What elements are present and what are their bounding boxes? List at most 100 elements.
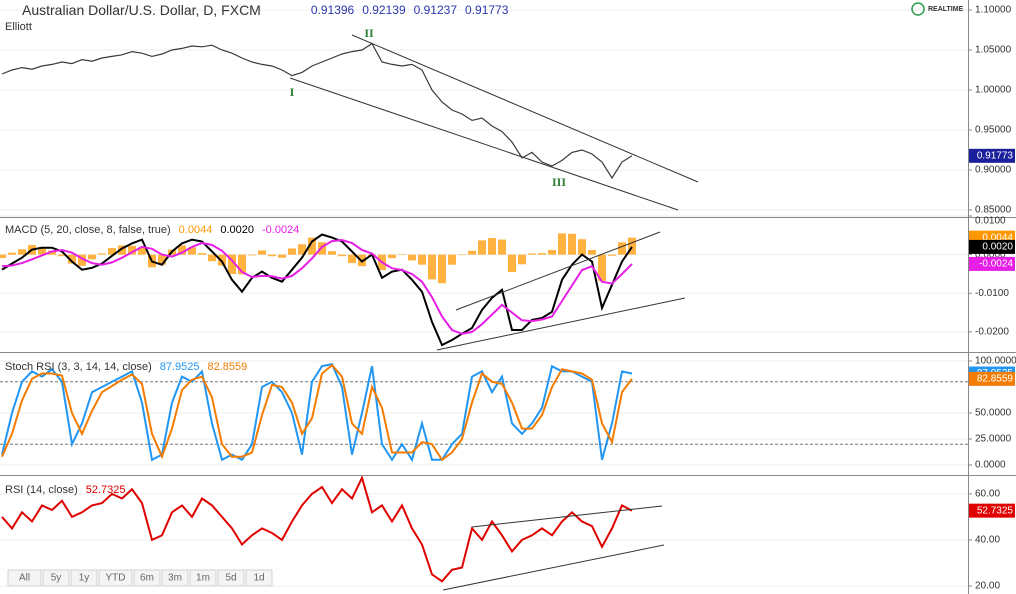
range-button[interactable]: YTD: [98, 569, 133, 587]
wave-label: I: [290, 85, 295, 99]
histogram-bar: [348, 254, 356, 264]
indicator-value: 87.9525: [160, 361, 200, 373]
histogram-bar: [128, 245, 136, 255]
histogram-bar: [408, 254, 416, 261]
range-button[interactable]: 6m: [133, 569, 161, 587]
marks: [0, 42, 636, 583]
histogram-bar: [448, 254, 456, 265]
indicator-value: 0.0020: [220, 224, 254, 236]
y-tick-label: 0.0000: [975, 249, 1006, 260]
trendline: [351, 34, 699, 183]
range-button-label[interactable]: 6m: [140, 573, 154, 584]
wave-label: II: [364, 26, 374, 40]
last-value-box: [969, 256, 1015, 271]
histogram-bar: [488, 238, 496, 255]
range-button-label[interactable]: 1y: [79, 573, 90, 584]
series-line: [1, 42, 633, 180]
histogram-bar: [38, 246, 46, 255]
last-value-label: 0.0020: [982, 242, 1013, 253]
histogram-bar: [248, 254, 256, 256]
histogram-bar: [418, 254, 426, 265]
histogram-bar: [528, 253, 536, 255]
histogram-bar: [538, 253, 546, 255]
range-button-label[interactable]: 1m: [196, 573, 210, 584]
range-button-bg[interactable]: [245, 569, 273, 587]
range-button-label[interactable]: 5y: [51, 573, 62, 584]
y-tick-label: 25.0000: [975, 434, 1012, 445]
histogram-bar: [318, 242, 326, 255]
range-button-bg[interactable]: [133, 569, 161, 587]
histogram-bar: [0, 254, 6, 259]
histogram-bar: [438, 254, 446, 284]
histogram-bar: [8, 252, 16, 255]
range-button-bg[interactable]: [70, 569, 98, 587]
last-value-label: 0.0044: [982, 232, 1013, 243]
range-button-label[interactable]: YTD: [106, 573, 126, 584]
histogram-bar: [108, 248, 116, 255]
indicator-name: MACD (5, 20, close, 8, false, true): [5, 224, 171, 236]
histogram-bar: [228, 254, 236, 274]
range-button-bg[interactable]: [217, 569, 245, 587]
range-button-label[interactable]: All: [19, 573, 30, 584]
range-button-bg[interactable]: [98, 569, 133, 587]
histogram-bar: [508, 254, 516, 273]
histogram-bar: [308, 237, 316, 255]
histogram-bar: [558, 233, 566, 255]
histogram-bar: [548, 250, 556, 255]
trendline: [455, 231, 661, 311]
histogram-bar: [18, 249, 26, 255]
range-button-label[interactable]: 3m: [168, 573, 182, 584]
range-button[interactable]: 1d: [245, 569, 273, 587]
histogram-bar: [208, 254, 216, 262]
range-button-label[interactable]: 5d: [225, 573, 236, 584]
last-value-box: [969, 371, 1015, 386]
realtime-icon: [911, 2, 925, 16]
range-button[interactable]: 5d: [217, 569, 245, 587]
histogram-bar: [468, 250, 476, 255]
range-button-bg[interactable]: [7, 569, 42, 587]
last-value-box: [969, 239, 1015, 254]
histogram-bar: [578, 239, 586, 255]
y-tick-label: 1.10000: [975, 5, 1012, 16]
histogram-bar: [198, 253, 206, 255]
y-tick-label: 100.0000: [975, 356, 1016, 367]
histogram-bar: [158, 254, 166, 265]
range-button[interactable]: 5y: [42, 569, 70, 587]
histogram-bar: [608, 254, 616, 256]
histogram-bar: [458, 254, 466, 256]
histogram-bar: [428, 254, 436, 280]
last-value-box: [969, 503, 1015, 518]
range-button[interactable]: 1m: [189, 569, 217, 587]
histogram-bar: [498, 239, 506, 255]
realtime-label: REALTIME: [928, 6, 964, 13]
histogram-bar: [68, 254, 76, 264]
series-line: [1, 233, 633, 347]
histogram-bar: [518, 254, 526, 265]
range-button-bg[interactable]: [189, 569, 217, 587]
indicator-name: RSI (14, close): [5, 484, 78, 496]
y-tick-label: 50.0000: [975, 408, 1012, 419]
range-button-label[interactable]: 1d: [253, 573, 264, 584]
histogram-bar: [218, 254, 226, 266]
trendline: [436, 297, 686, 351]
range-button-bg[interactable]: [161, 569, 189, 587]
histogram-bar: [238, 254, 246, 275]
price-axis: 1.10000 1.05000 1.00000 0.95000 0.90000 0.850…: [968, 5, 1016, 592]
range-button[interactable]: 1y: [70, 569, 98, 587]
histogram-bar: [48, 250, 56, 255]
histogram-bar: [328, 251, 336, 255]
range-button[interactable]: 3m: [161, 569, 189, 587]
last-value-box: [969, 148, 1015, 163]
histogram-bar: [58, 254, 66, 257]
y-tick-label: 1.00000: [975, 85, 1012, 96]
y-tick-label: -0.0100: [975, 288, 1009, 299]
y-tick-label: 0.90000: [975, 165, 1012, 176]
range-button-bg[interactable]: [42, 569, 70, 587]
trendline: [442, 544, 665, 591]
study-name: Elliott: [5, 21, 32, 33]
series-line: [1, 475, 633, 583]
range-button[interactable]: All: [7, 569, 42, 587]
low: 0.91237: [414, 3, 458, 17]
indicator-value: 52.7325: [86, 484, 126, 496]
